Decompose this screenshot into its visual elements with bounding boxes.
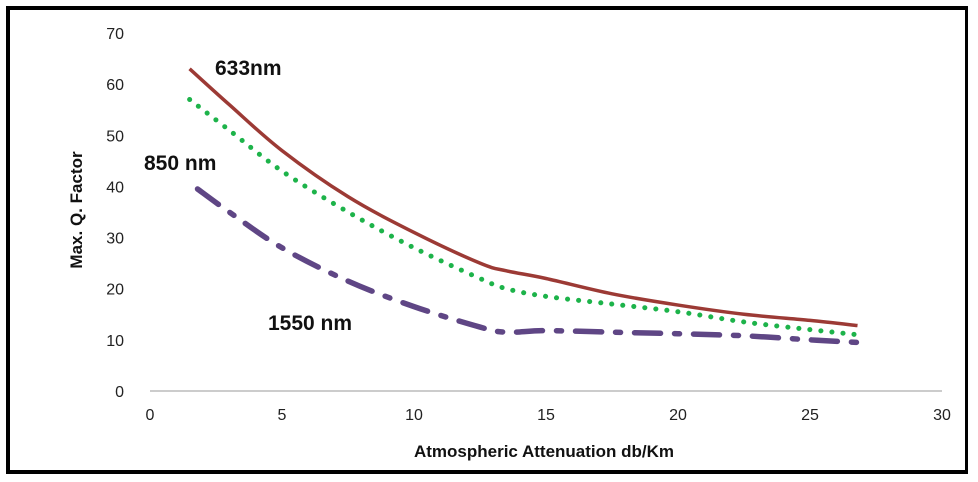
y-axis-title: Max. Q. Factor [67,151,86,269]
chart-frame [6,6,968,474]
x-tick-label: 20 [669,407,687,424]
y-tick-label: 20 [106,282,124,299]
y-tick-label: 70 [106,26,124,43]
y-tick-labels: 0 10 20 30 40 50 60 70 [106,26,124,401]
y-tick-label: 50 [106,128,124,145]
y-tick-label: 30 [106,231,124,248]
series-label-1550nm: 1550 nm [268,312,352,335]
x-tick-label: 15 [537,407,555,424]
y-tick-label: 10 [106,333,124,350]
series-line-1 [187,96,861,338]
x-tick-labels: 0 5 10 15 20 25 30 [146,407,951,424]
series-label-633nm: 633nm [215,57,282,80]
series-lines [187,67,861,346]
x-tick-label: 30 [933,407,951,424]
series-line-0 [188,67,858,328]
series-label-850nm: 850 nm [144,152,216,175]
series-line-2 [194,186,861,346]
x-axis-title: Atmospheric Attenuation db/Km [414,442,674,461]
x-tick-label: 5 [278,407,287,424]
x-tick-label: 0 [146,407,155,424]
x-tick-label: 10 [405,407,423,424]
y-tick-label: 60 [106,77,124,94]
y-tick-label: 0 [115,384,124,401]
y-tick-label: 40 [106,179,124,196]
x-tick-label: 25 [801,407,819,424]
